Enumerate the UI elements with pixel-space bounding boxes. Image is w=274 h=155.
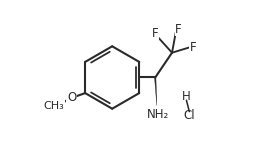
Text: F: F: [190, 41, 196, 54]
Text: F: F: [175, 23, 182, 36]
Text: H: H: [182, 90, 191, 103]
Text: NH₂: NH₂: [147, 108, 169, 121]
Text: O: O: [67, 91, 76, 104]
Polygon shape: [155, 78, 157, 106]
Text: F: F: [152, 27, 158, 40]
Text: Cl: Cl: [184, 109, 195, 122]
Text: CH₃: CH₃: [44, 101, 64, 111]
